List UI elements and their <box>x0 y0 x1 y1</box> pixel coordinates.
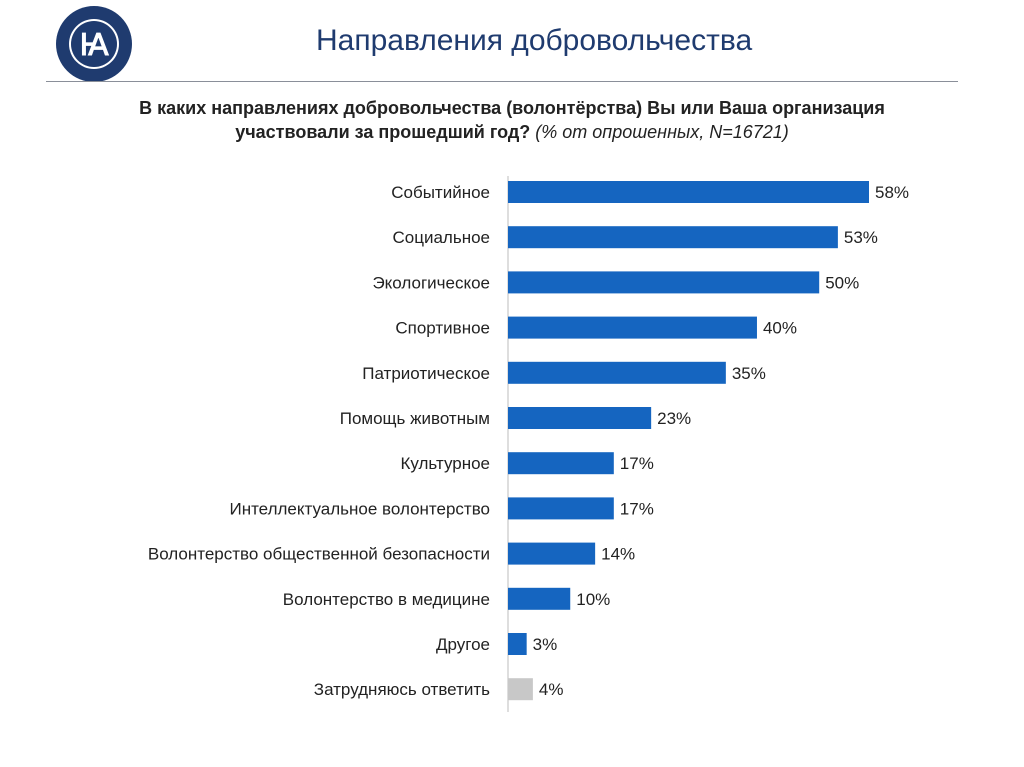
category-label: Затрудняюсь ответить <box>314 680 490 699</box>
value-label: 35% <box>732 364 766 383</box>
category-label: Патриотическое <box>362 364 490 383</box>
bar <box>508 497 614 520</box>
value-label: 4% <box>539 680 564 699</box>
category-label: Экологическое <box>372 273 490 292</box>
value-label: 53% <box>844 228 878 247</box>
category-label: Интеллектуальное волонтерство <box>229 499 490 518</box>
bar <box>508 181 869 203</box>
header-divider <box>46 81 958 82</box>
category-label: Социальное <box>393 228 491 247</box>
bar <box>508 407 652 429</box>
page-title: Направления добровольчества <box>316 24 753 57</box>
question-note: (% от опрошенных, N=16721) <box>535 122 789 142</box>
hse-logo: Ꙗ <box>56 6 132 82</box>
category-label: Волонтерство общественной безопасности <box>148 545 490 564</box>
bar <box>508 542 596 565</box>
value-label: 17% <box>620 499 654 518</box>
value-label: 10% <box>576 590 610 609</box>
category-label: Событийное <box>391 183 490 202</box>
bar <box>508 587 571 610</box>
chart-question: В каких направлениях добровольчества (во… <box>80 96 944 144</box>
value-label: 58% <box>875 183 909 202</box>
category-label: Спортивное <box>395 319 490 338</box>
value-label: 50% <box>825 273 859 292</box>
bar <box>508 361 726 384</box>
bar <box>508 226 838 249</box>
bar <box>508 452 614 475</box>
svg-text:Ꙗ: Ꙗ <box>79 29 109 62</box>
value-label: 14% <box>601 545 635 564</box>
category-label: Волонтерство в медицине <box>283 590 490 609</box>
question-text: В каких направлениях добровольчества (во… <box>139 98 885 142</box>
bar <box>508 316 757 339</box>
bar <box>508 633 527 655</box>
value-label: 3% <box>533 635 558 654</box>
bar <box>508 678 533 701</box>
value-label: 17% <box>620 454 654 473</box>
value-label: 23% <box>657 409 691 428</box>
category-label: Другое <box>436 635 490 654</box>
category-label: Помощь животным <box>340 409 490 428</box>
category-label: Культурное <box>400 454 490 473</box>
bar <box>508 271 820 294</box>
value-label: 40% <box>763 319 797 338</box>
